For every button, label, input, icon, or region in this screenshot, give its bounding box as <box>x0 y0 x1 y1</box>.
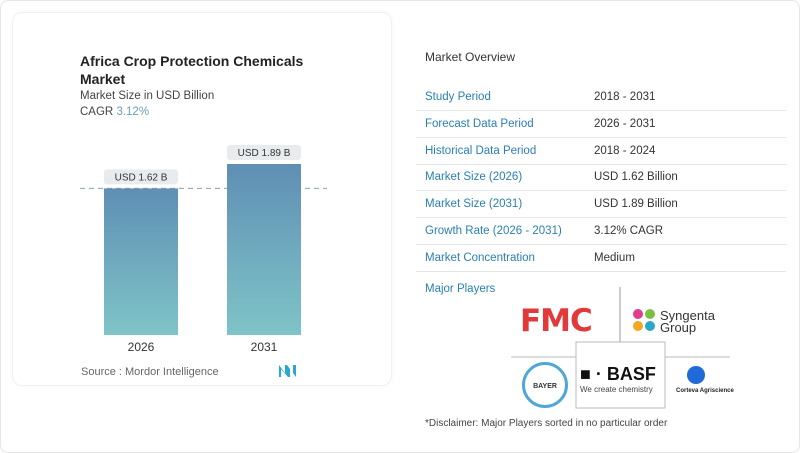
fmc-logo: FMC <box>520 303 593 339</box>
cagr-label: CAGR <box>80 106 114 118</box>
overview-row: Market Concentration Medium <box>416 245 786 272</box>
chart-card <box>12 12 392 386</box>
data-label: USD 1.89 B <box>238 148 291 159</box>
bar-2026 <box>104 188 178 335</box>
basf-name: BASF <box>606 364 656 384</box>
data-label-bg <box>227 145 301 160</box>
row-label: Market Size (2026) <box>425 171 523 184</box>
row-label: Growth Rate (2026 - 2031) <box>425 225 562 237</box>
bar-2031 <box>227 164 301 335</box>
row-value: Medium <box>594 251 635 264</box>
syngenta-logo: Syngenta Group <box>660 308 715 335</box>
mordor-logo-icon <box>279 365 296 377</box>
row-value: 2018 - 2031 <box>594 91 656 103</box>
chart-title: Africa Crop Protection Chemicals Market <box>80 53 304 87</box>
overview-row: Forecast Data Period 2026 - 2031 <box>416 111 786 138</box>
row-label: Study Period <box>425 91 491 103</box>
major-players-label: Major Players <box>425 283 496 295</box>
row-label: Historical Data Period <box>425 144 537 157</box>
row-value: 3.12% CAGR <box>594 225 664 237</box>
overview-row: Historical Data Period 2018 - 2024 <box>416 138 786 165</box>
chart-subtitle: Market Size in USD Billion <box>80 90 215 102</box>
row-value: USD 1.89 Billion <box>594 198 678 211</box>
bayer-logo: BAYER <box>522 362 568 408</box>
overview-title: Market Overview <box>425 50 516 64</box>
corteva-icon <box>687 366 705 384</box>
source-text: Source : Mordor Intelligence <box>81 366 219 378</box>
corteva-logo: Corteva Agriscience <box>676 388 734 394</box>
syngenta-flower-icon <box>633 309 655 331</box>
overview-row: Study Period 2018 - 2031 <box>416 84 786 111</box>
row-label: Market Size (2031) <box>425 198 523 211</box>
row-value: 2018 - 2024 <box>594 144 656 157</box>
bar-chart: USD 1.62 B 2026 USD 1.89 B 2031 <box>80 145 327 354</box>
basf-tagline: We create chemistry <box>580 385 653 394</box>
x-tick-label: 2031 <box>251 340 278 354</box>
row-label: Market Concentration <box>425 251 535 264</box>
cagr-value: 3.12% <box>116 106 150 118</box>
row-value: USD 1.62 Billion <box>594 171 678 184</box>
row-value: 2026 - 2031 <box>594 117 656 130</box>
disclaimer: *Disclaimer: Major Players sorted in no … <box>425 418 668 429</box>
data-label-bg <box>104 169 178 185</box>
overview-row: Market Size (2031) USD 1.89 Billion <box>416 191 786 219</box>
row-label: Forecast Data Period <box>425 117 534 130</box>
basf-logo: ■ · BASF <box>580 364 656 384</box>
data-label: USD 1.62 B <box>115 172 168 183</box>
x-tick-label: 2026 <box>128 340 155 354</box>
overview-row: Market Size (2026) USD 1.62 Billion <box>416 164 786 192</box>
cagr: CAGR 3.12% <box>80 106 149 118</box>
overview-row: Growth Rate (2026 - 2031) 3.12% CAGR <box>416 218 786 245</box>
